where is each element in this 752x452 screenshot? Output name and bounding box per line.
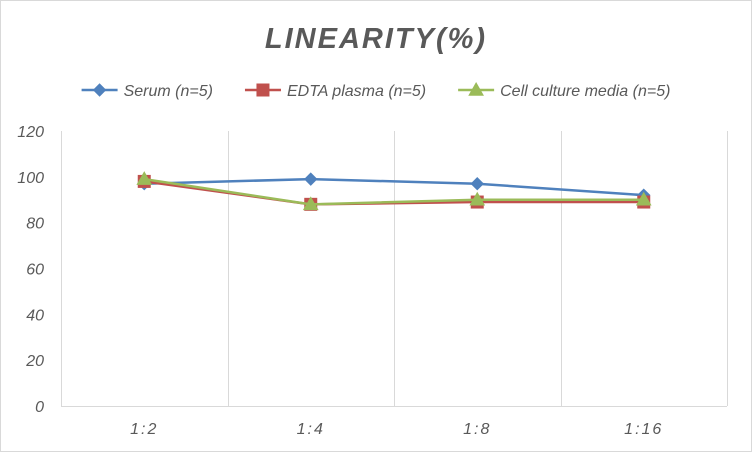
y-tick-label: 0	[35, 399, 44, 416]
x-tick-label: 1:2	[130, 421, 158, 438]
series-line	[143, 177, 645, 206]
data-point-triangle	[635, 191, 652, 206]
legend-item-1: Serum (n=5)	[81, 83, 213, 100]
x-tick-label: 1:8	[463, 421, 491, 438]
y-tick-label: 120	[17, 124, 44, 141]
y-tick-label: 100	[17, 170, 44, 187]
data-point-triangle	[136, 171, 153, 185]
data-point-triangle	[469, 191, 486, 206]
x-tick-label: 1:16	[624, 421, 663, 438]
legend-marker-diamond	[92, 83, 107, 97]
legend: Serum (n=5) EDTA plasma (n=5) Cell culture…	[81, 81, 670, 100]
series-3	[136, 171, 652, 211]
legend-item-3: Cell culture media (n=5)	[458, 81, 670, 100]
legend-marker-triangle	[468, 81, 484, 96]
y-tick-label: 60	[26, 262, 44, 279]
y-tick-label: 80	[26, 216, 44, 233]
x-tick-label: 1:4	[297, 421, 325, 438]
gridlines	[61, 131, 728, 406]
data-point-diamond	[304, 172, 318, 186]
legend-label: EDTA plasma (n=5)	[287, 83, 426, 100]
legend-marker-square	[256, 83, 270, 97]
data-point-diamond	[470, 177, 484, 191]
y-tick-label: 40	[26, 307, 44, 324]
y-tick-label: 20	[25, 353, 44, 370]
legend-item-2: EDTA plasma (n=5)	[244, 83, 426, 100]
chart-title: LINEARITY(%)	[265, 23, 487, 55]
data-point-triangle	[302, 196, 319, 211]
axes: 0 20 40 60 80 100 120 1:2 1:4 1:8 1:16	[17, 124, 727, 438]
legend-label: Cell culture media (n=5)	[500, 83, 670, 100]
series-layer	[136, 171, 652, 211]
legend-label: Serum (n=5)	[124, 83, 213, 100]
series-line	[143, 177, 645, 197]
